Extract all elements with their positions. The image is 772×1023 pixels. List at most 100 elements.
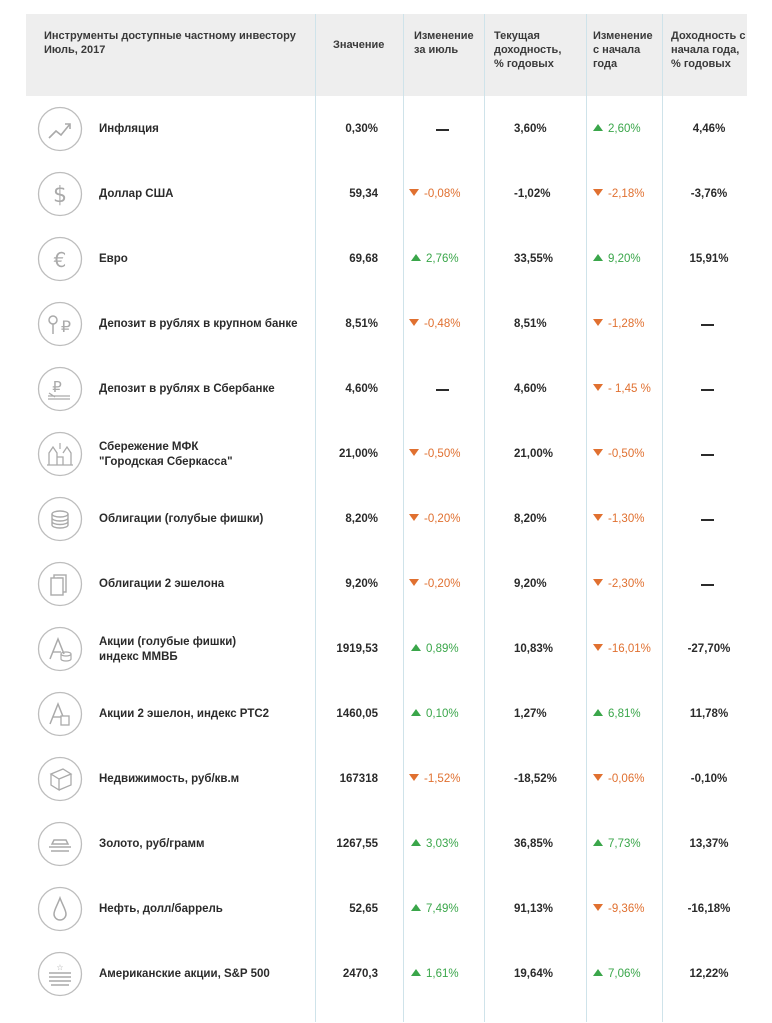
instrument-name: Акции (голубые фишки) индекс ММВБ: [99, 635, 236, 665]
ytd-yield-cell: -0,10%: [690, 773, 728, 785]
coins-icon: [37, 496, 83, 542]
current-yield-cell: 8,51%: [514, 318, 547, 330]
ytd-yield-cell: 13,37%: [689, 838, 729, 850]
current-yield-cell: -1,02%: [514, 188, 551, 200]
svg-text:☆: ☆: [56, 963, 63, 972]
ytd-change-cell: -1,30%: [593, 512, 644, 527]
value-cell: 4,60%: [345, 383, 378, 395]
table-row: $ Доллар США 59,34 -0,08% -1,02% -2,18% -3,76%: [26, 161, 747, 226]
current-yield-cell: 9,20%: [514, 578, 547, 590]
ytd-change-cell: 2,60%: [593, 122, 641, 137]
ytd-change-cell: -16,01%: [593, 642, 651, 657]
table-row: Недвижимость, руб/кв.м 167318 -1,52% -18,52…: [26, 746, 747, 811]
current-yield-cell: 1,27%: [514, 708, 547, 720]
investment-table: Инструменты доступные частному инвестору…: [26, 14, 747, 1022]
stocks-second-icon: [37, 691, 83, 737]
table-row: € Евро 69,68 2,76% 33,55% 9,20% 15,91%: [26, 226, 747, 291]
month-change-empty: [436, 389, 449, 391]
instrument-name-line1: Облигации (голубые фишки): [99, 513, 264, 525]
instrument-name: Депозит в рублях в Сбербанке: [99, 382, 275, 397]
arrow-down-icon: [593, 384, 603, 391]
header-ytd-yield: Доходность с начала года, % годовых: [671, 29, 745, 71]
instrument-name-line1: Депозит в рублях в Сбербанке: [99, 383, 275, 395]
arrow-up-icon: [411, 904, 421, 911]
table-row: Акции (голубые фишки) индекс ММВБ 1919,53 0…: [26, 616, 747, 681]
value-cell: 52,65: [349, 903, 378, 915]
value-cell: 1267,55: [336, 838, 378, 850]
ytd-change-value: -2,30%: [608, 578, 645, 590]
header-current-line1: Текущая: [494, 30, 540, 42]
value-cell: 21,00%: [338, 448, 378, 460]
instrument-name-line2: "Городская Сберкасса": [99, 456, 233, 468]
ytd-change-value: -1,28%: [608, 318, 645, 330]
value-cell: 69,68: [349, 253, 378, 265]
ytd-change-cell: 7,06%: [593, 967, 641, 982]
instrument-name: Облигации (голубые фишки): [99, 512, 263, 527]
ytd-change-cell: -1,28%: [593, 317, 644, 332]
month-change-value: -0,48%: [424, 318, 461, 330]
month-change-value: -0,20%: [424, 578, 461, 590]
month-change-cell: -1,52%: [409, 772, 460, 787]
title-date: Июль, 2017: [44, 44, 106, 56]
instrument-name: Евро: [99, 252, 128, 267]
instrument-name-line1: Сбережение МФК: [99, 441, 199, 453]
header-current-yield: Текущая доходность, % годовых: [494, 29, 561, 71]
table-row: ₽ Депозит в рублях в крупном банке 8,51% -0…: [26, 291, 747, 356]
instrument-name: Акции 2 эшелон, индекс РТС2: [99, 707, 269, 722]
table-row: Облигации (голубые фишки) 8,20% -0,20% 8,20…: [26, 486, 747, 551]
instrument-name: Недвижимость, руб/кв.м: [99, 772, 239, 787]
ytd-change-cell: -9,36%: [593, 902, 644, 917]
value-cell: 8,51%: [345, 318, 378, 330]
realty-icon: [37, 756, 83, 802]
instrument-name-line1: Облигации 2 эшелона: [99, 578, 225, 590]
current-yield-cell: 8,20%: [514, 513, 547, 525]
ytd-yield-cell: -16,18%: [687, 903, 731, 915]
value-cell: 59,34: [349, 188, 378, 200]
header-value: Значение: [333, 38, 384, 52]
header-month-line2: за июль: [414, 44, 459, 56]
header-current-line3: % годовых: [494, 58, 554, 70]
current-yield-cell: -18,52%: [514, 773, 557, 785]
ytd-change-value: -0,06%: [608, 773, 645, 785]
arrow-down-icon: [409, 774, 419, 781]
instrument-name: Облигации 2 эшелона: [99, 577, 224, 592]
table-row: Инфляция 0,30% 3,60% 2,60% 4,46%: [26, 96, 747, 161]
month-change-cell: 0,10%: [411, 707, 459, 722]
ytd-change-cell: -0,06%: [593, 772, 644, 787]
arrow-up-icon: [411, 969, 421, 976]
dollar-icon: $: [37, 171, 83, 217]
ytd-change-value: - 1,45 %: [608, 383, 651, 395]
current-yield-cell: 10,83%: [514, 643, 554, 655]
instrument-name-line1: Недвижимость, руб/кв.м: [99, 773, 240, 785]
header-month-change: Изменение за июль: [414, 29, 474, 57]
ytd-change-value: -1,30%: [608, 513, 645, 525]
month-change-value: 7,49%: [426, 903, 459, 915]
ytd-change-cell: -0,50%: [593, 447, 644, 462]
month-change-cell: -0,50%: [409, 447, 460, 462]
table-row: Сбережение МФК "Городская Сберкасса" 21,00…: [26, 421, 747, 486]
ytd-yield-cell: 12,22%: [689, 968, 729, 980]
table-row: ₽ Депозит в рублях в Сбербанке 4,60% 4,60% -…: [26, 356, 747, 421]
header-current-line2: доходность,: [494, 44, 562, 56]
arrow-down-icon: [409, 189, 419, 196]
table-row: Золото, руб/грамм 1267,55 3,03% 36,85% 7,73%…: [26, 811, 747, 876]
arrow-up-icon: [411, 709, 421, 716]
header-yield-line2: начала года,: [671, 44, 740, 56]
header-value-label: Значение: [333, 39, 385, 51]
instrument-name-line1: Доллар США: [99, 188, 174, 200]
value-cell: 9,20%: [345, 578, 378, 590]
arrow-up-icon: [411, 254, 421, 261]
month-change-cell: 3,03%: [411, 837, 459, 852]
month-change-cell: -0,20%: [409, 512, 460, 527]
ytd-change-cell: -2,30%: [593, 577, 644, 592]
header-ytd-line1: Изменение: [593, 30, 653, 42]
arrow-up-icon: [411, 839, 421, 846]
column-divider: [586, 14, 587, 1022]
ytd-change-cell: 6,81%: [593, 707, 641, 722]
month-change-cell: 7,49%: [411, 902, 459, 917]
ytd-yield-empty: [701, 324, 714, 326]
ytd-yield-empty: [701, 584, 714, 586]
column-divider: [315, 14, 316, 1022]
month-change-cell: 2,76%: [411, 252, 459, 267]
instrument-name-line1: Акции (голубые фишки): [99, 636, 237, 648]
